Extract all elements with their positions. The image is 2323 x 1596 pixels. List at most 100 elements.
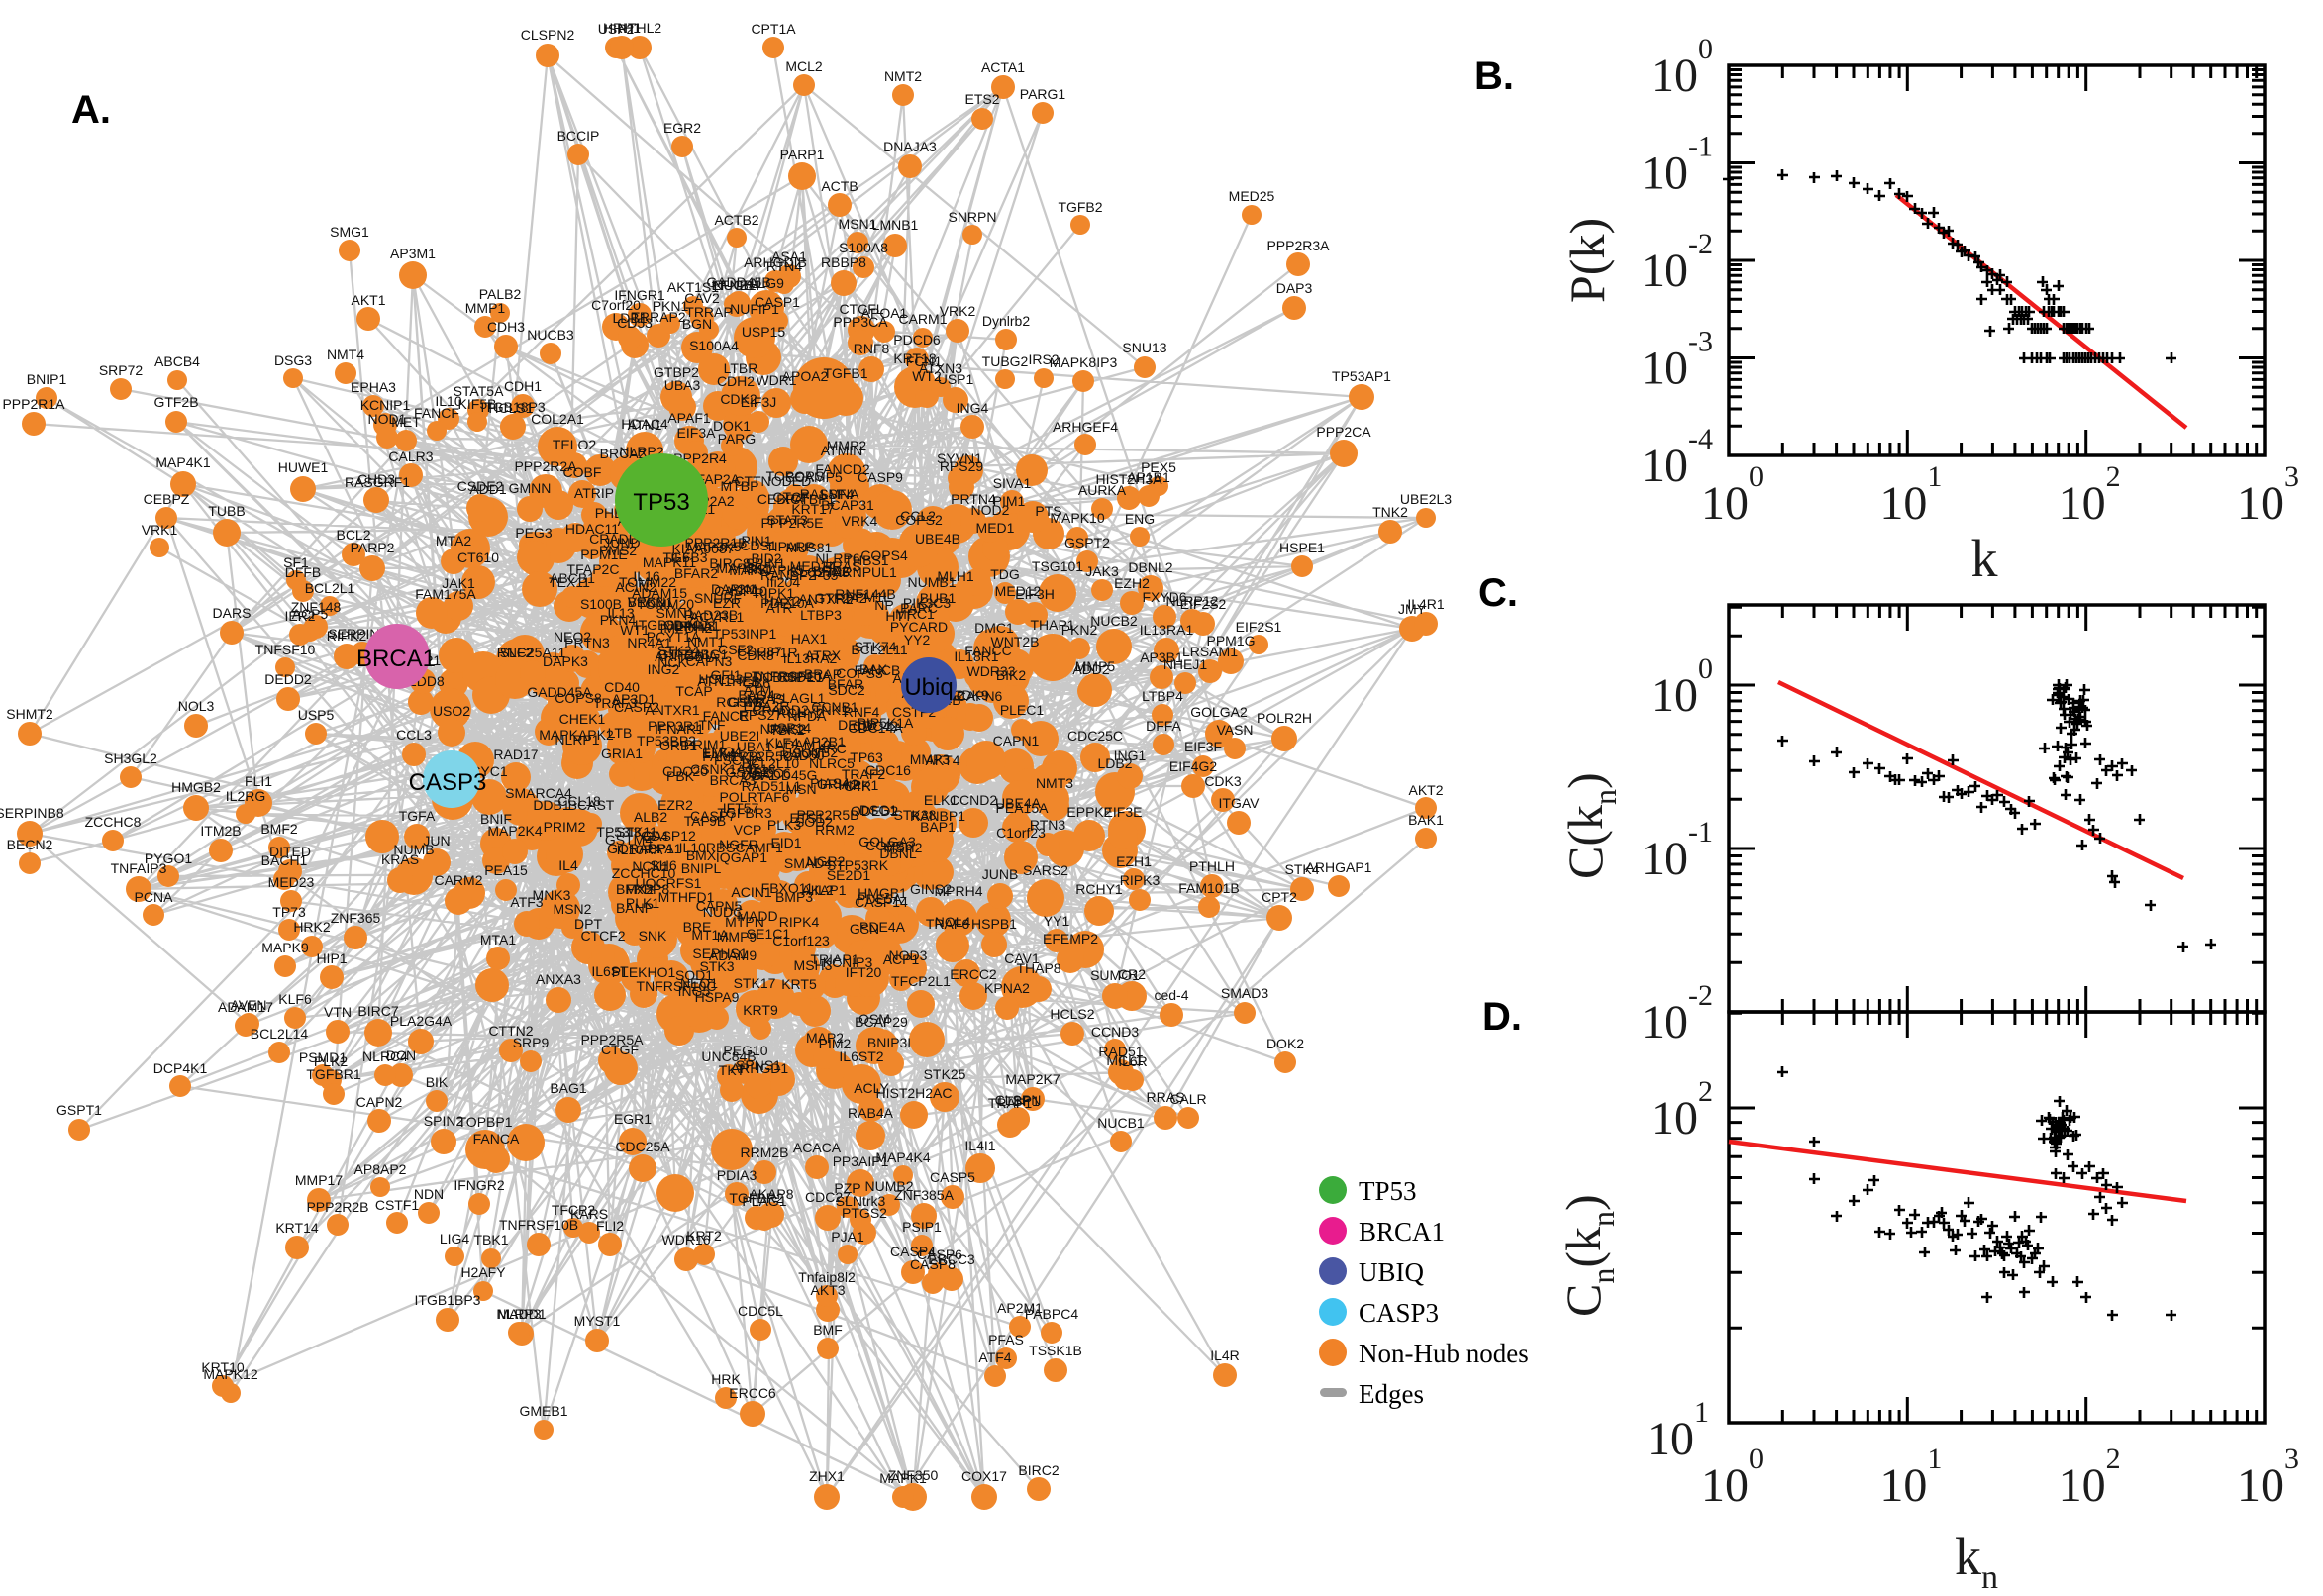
- svg-text:STAT3: STAT3: [766, 512, 808, 528]
- svg-text:HCLS3: HCLS3: [698, 671, 743, 687]
- svg-text:ZCCHC8: ZCCHC8: [85, 814, 142, 830]
- svg-text:PRTN4: PRTN4: [951, 491, 996, 507]
- svg-text:BMP3: BMP3: [775, 889, 813, 905]
- svg-text:CEBPA: CEBPA: [758, 491, 804, 507]
- svg-text:TOMM22: TOMM22: [619, 574, 676, 590]
- svg-text:NPDA: NPDA: [788, 708, 828, 724]
- svg-text:DFFB: DFFB: [285, 564, 322, 580]
- svg-text:WT1: WT1: [620, 622, 650, 638]
- svg-text:ATXN3: ATXN3: [919, 360, 962, 376]
- svg-text:MMP1: MMP1: [465, 300, 506, 316]
- svg-text:PPP3CA: PPP3CA: [833, 314, 888, 330]
- svg-text:CDH1: CDH1: [504, 378, 542, 394]
- svg-text:NRAS: NRAS: [747, 691, 785, 707]
- svg-text:CRADD: CRADD: [589, 531, 639, 547]
- svg-text:NLRP3: NLRP3: [496, 1306, 541, 1322]
- svg-text:KARS: KARS: [570, 1206, 608, 1222]
- svg-text:MAP3K1: MAP3K1: [716, 560, 770, 576]
- svg-text:GSPT2: GSPT2: [1064, 535, 1110, 550]
- svg-text:TGFB1: TGFB1: [823, 365, 867, 381]
- svg-text:LDB1: LDB1: [612, 310, 647, 326]
- svg-text:SMARCA4: SMARCA4: [505, 785, 572, 801]
- svg-text:MYST1: MYST1: [574, 1313, 621, 1329]
- svg-text:RAB4A: RAB4A: [848, 1105, 894, 1121]
- svg-text:TGFB2: TGFB2: [1058, 199, 1102, 215]
- svg-text:BCCIP: BCCIP: [557, 128, 600, 144]
- svg-text:ARHGEF4: ARHGEF4: [1053, 419, 1118, 435]
- svg-text:HNRNPUL1: HNRNPUL1: [822, 564, 897, 580]
- svg-text:DNAJA3: DNAJA3: [883, 139, 937, 154]
- svg-text:SPIN1: SPIN1: [746, 555, 786, 571]
- svg-text:APAF1: APAF1: [667, 410, 711, 426]
- svg-text:SE1C1: SE1C1: [747, 926, 791, 942]
- svg-text:CAPN3: CAPN3: [686, 653, 733, 669]
- svg-text:RIPK3: RIPK3: [1120, 872, 1161, 888]
- svg-text:FANCA: FANCA: [473, 1131, 520, 1147]
- svg-text:COL2A1: COL2A1: [531, 411, 584, 427]
- svg-text:ASA1: ASA1: [771, 249, 807, 264]
- svg-text:C.: C.: [1478, 571, 1518, 615]
- svg-text:IL13RA2: IL13RA2: [783, 650, 838, 666]
- svg-text:TOPBP1: TOPBP1: [458, 1114, 513, 1130]
- svg-text:PARC: PARC: [900, 600, 938, 616]
- svg-text:KLF6: KLF6: [278, 991, 312, 1007]
- svg-text:MAPKAPK5: MAPKAPK5: [729, 562, 804, 578]
- svg-text:NOL3: NOL3: [178, 698, 215, 714]
- svg-text:TP63: TP63: [850, 749, 883, 765]
- svg-text:PPP2R5C: PPP2R5C: [730, 748, 793, 764]
- svg-text:PPM1E: PPM1E: [580, 547, 627, 562]
- svg-text:ZNF385A: ZNF385A: [894, 1187, 955, 1203]
- svg-text:AP8AP2: AP8AP2: [354, 1161, 407, 1177]
- svg-text:SLNtrk3: SLNtrk3: [836, 1193, 886, 1209]
- svg-text:MAPK11: MAPK11: [643, 554, 696, 570]
- svg-text:PDE10A: PDE10A: [760, 595, 814, 611]
- svg-text:NMT3: NMT3: [1036, 775, 1073, 791]
- svg-text:STK11: STK11: [616, 824, 657, 840]
- svg-text:ETS1: ETS1: [789, 810, 824, 826]
- svg-text:MPRH4: MPRH4: [934, 883, 982, 899]
- svg-text:CLSPN2: CLSPN2: [521, 27, 575, 43]
- svg-text:PKN2: PKN2: [1061, 622, 1098, 638]
- svg-text:DFFA: DFFA: [1146, 718, 1181, 734]
- svg-text:IL18: IL18: [749, 761, 775, 777]
- svg-text:PYCARD: PYCARD: [890, 619, 948, 635]
- svg-text:ARHGD1: ARHGD1: [731, 1060, 789, 1076]
- svg-text:CSTF1: CSTF1: [375, 1197, 420, 1213]
- svg-text:HRH1: HRH1: [603, 20, 641, 36]
- svg-text:MED23: MED23: [268, 874, 315, 890]
- svg-text:HIP1R: HIP1R: [757, 645, 797, 660]
- svg-text:ERCC6: ERCC6: [729, 1385, 776, 1401]
- svg-text:RCHY2: RCHY2: [776, 705, 824, 721]
- svg-text:NUMB2: NUMB2: [864, 1178, 913, 1194]
- svg-text:NUCB2: NUCB2: [1090, 613, 1138, 629]
- svg-text:USO1: USO1: [782, 746, 820, 761]
- svg-text:MT1A: MT1A: [691, 927, 729, 943]
- svg-text:MTPN: MTPN: [725, 914, 764, 930]
- svg-text:UBA3: UBA3: [664, 377, 701, 393]
- svg-text:KLF4: KLF4: [765, 735, 799, 750]
- svg-text:GADD45B: GADD45B: [706, 274, 770, 290]
- svg-text:GTF2A1: GTF2A1: [658, 647, 711, 662]
- svg-text:ITGB8: ITGB8: [635, 617, 675, 633]
- svg-text:BAX: BAX: [859, 661, 888, 677]
- svg-text:NLRP6: NLRP6: [815, 550, 859, 566]
- svg-text:TEX11: TEX11: [549, 574, 590, 590]
- svg-text:UNC84B: UNC84B: [701, 1048, 756, 1064]
- svg-text:TRIAP1: TRIAP1: [810, 951, 858, 967]
- svg-text:EZR2: EZR2: [657, 797, 693, 813]
- svg-text:TFAP2C: TFAP2C: [567, 561, 620, 577]
- svg-text:PTGS2: PTGS2: [842, 1205, 887, 1221]
- svg-text:HIST2H2AC: HIST2H2AC: [875, 1085, 952, 1101]
- svg-text:JUND: JUND: [603, 535, 640, 550]
- svg-text:PPP2R5A: PPP2R5A: [580, 1032, 644, 1047]
- svg-text:TP73: TP73: [272, 904, 306, 920]
- svg-text:YY2: YY2: [904, 632, 931, 648]
- svg-text:k: k: [1971, 529, 1998, 588]
- svg-text:SYVN1: SYVN1: [937, 450, 982, 466]
- svg-text:CAPN1: CAPN1: [993, 733, 1040, 748]
- svg-text:BANP: BANP: [616, 900, 654, 916]
- svg-text:SPIN2: SPIN2: [424, 1113, 464, 1129]
- svg-text:EIF3F: EIF3F: [1184, 739, 1222, 754]
- svg-text:GFI1: GFI1: [710, 667, 741, 683]
- svg-text:GOLGA2: GOLGA2: [1190, 704, 1248, 720]
